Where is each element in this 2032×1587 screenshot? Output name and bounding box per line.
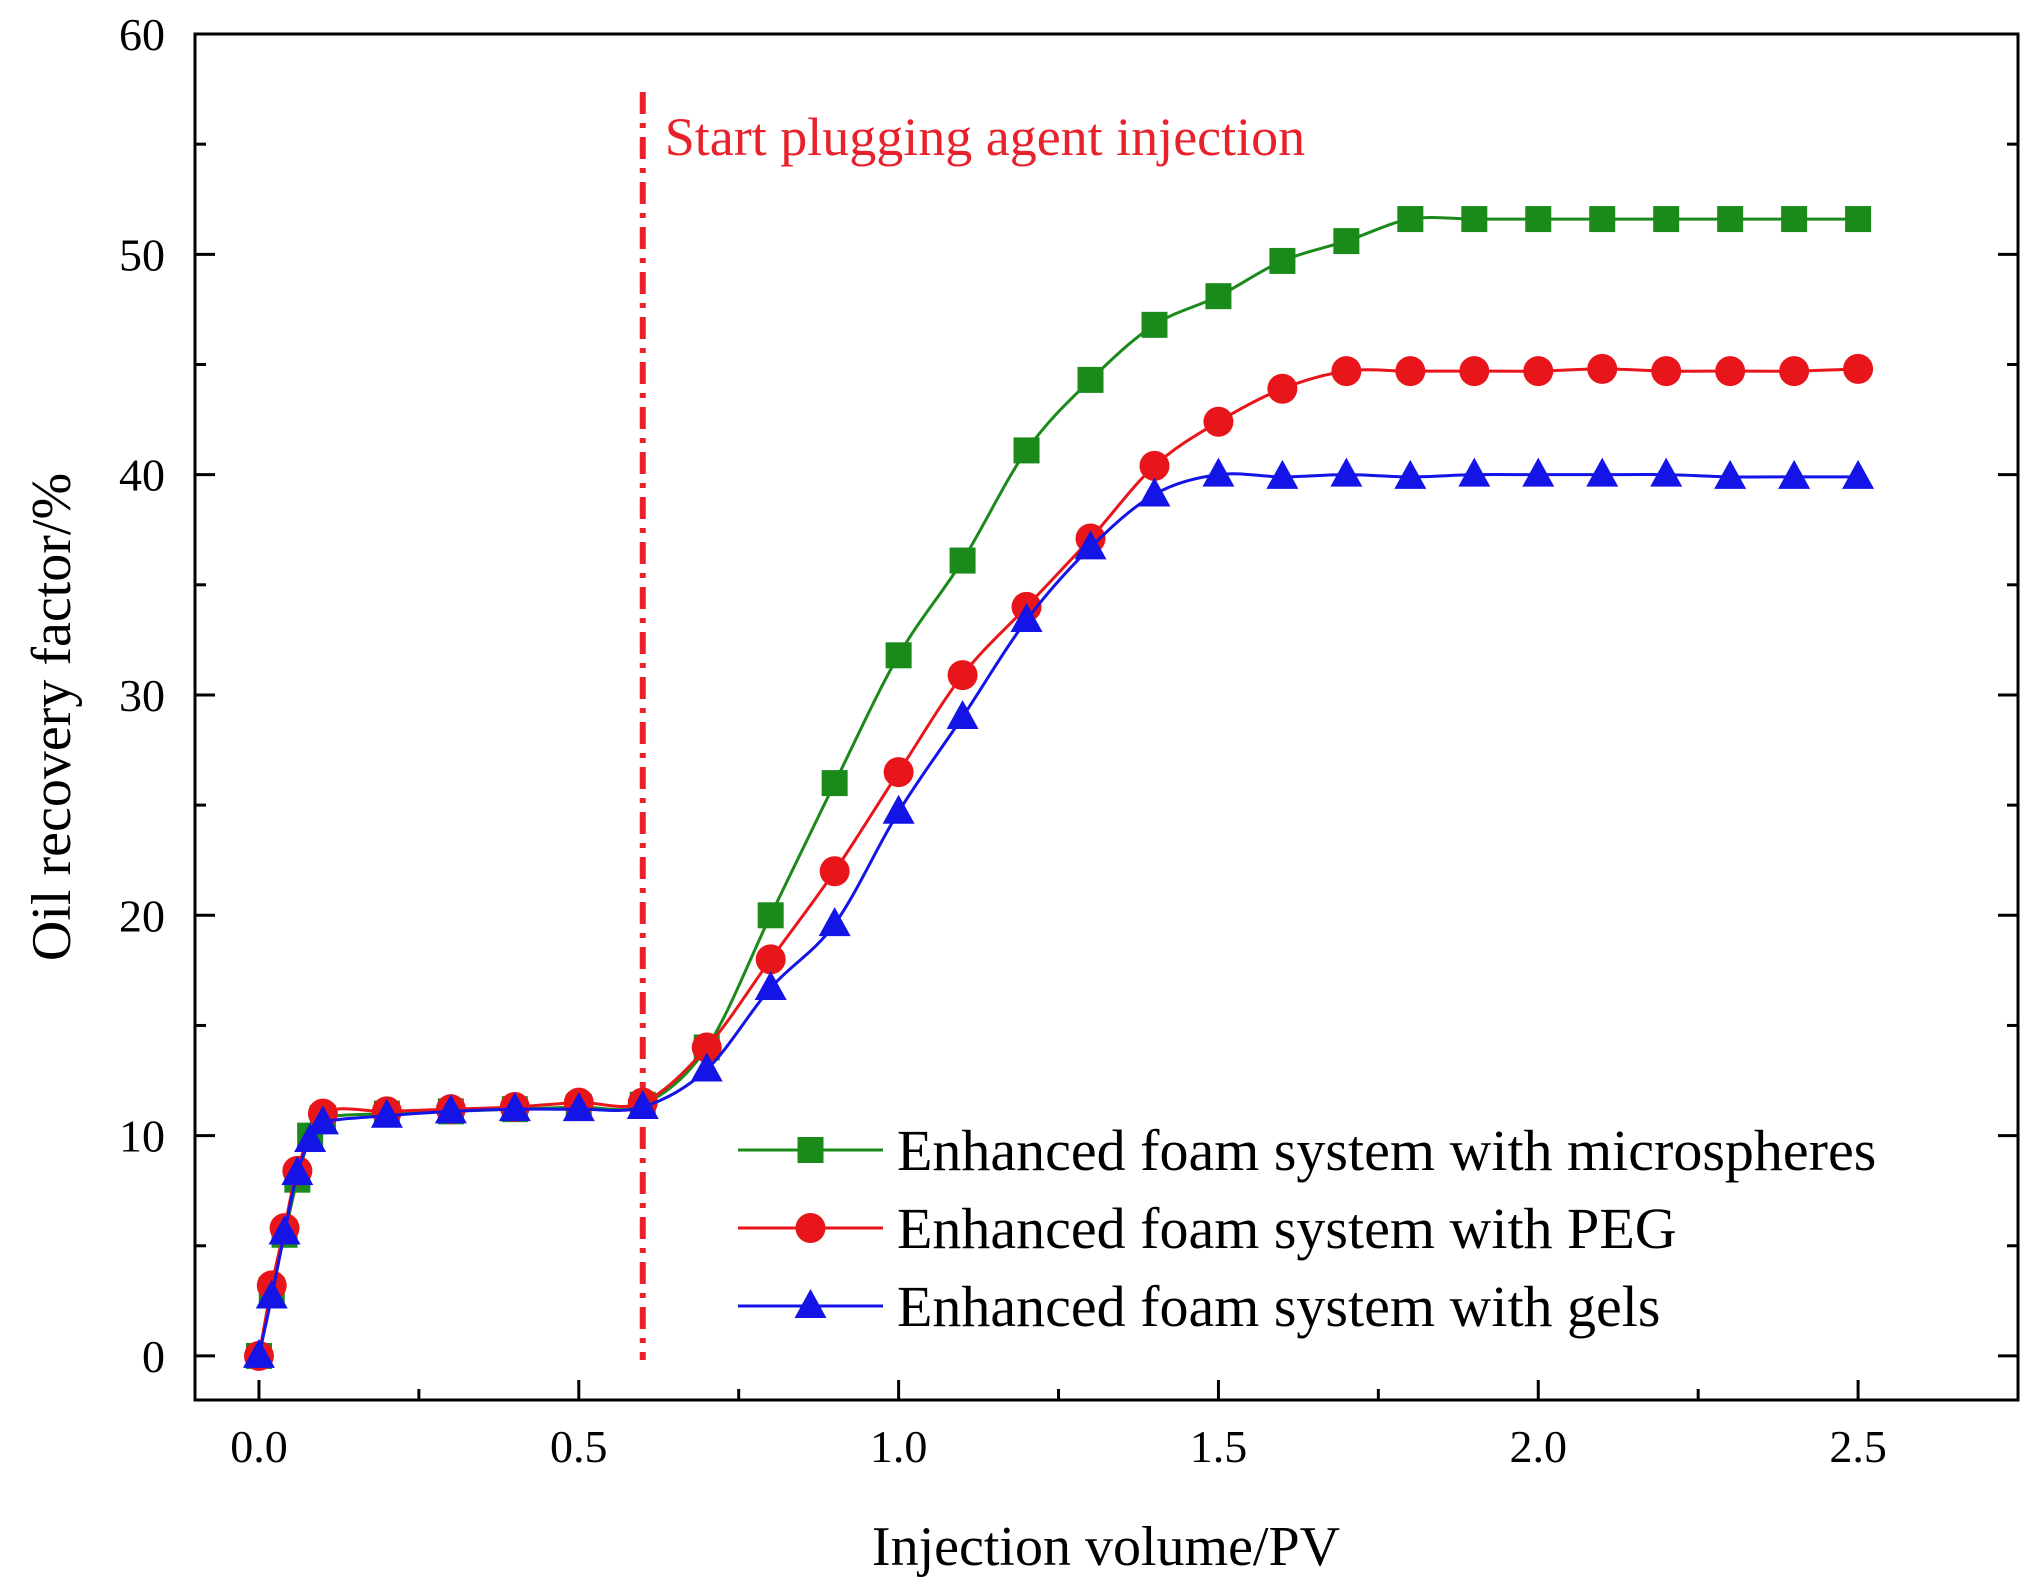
data-point: [1202, 457, 1235, 487]
data-point: [370, 1098, 403, 1128]
y-tick-labels: 0 10 20 30 40 50 60: [119, 9, 165, 1382]
data-point: [1523, 356, 1554, 387]
series-layer: [242, 206, 1875, 1371]
data-point: [1522, 457, 1555, 487]
data-point: [1459, 356, 1490, 387]
y-axis-title: Oil recovery factor/%: [21, 473, 83, 961]
data-point: [1077, 366, 1104, 393]
data-point: [882, 794, 915, 824]
data-point: [281, 1156, 314, 1186]
data-point: [1074, 530, 1107, 560]
data-point: [1586, 457, 1619, 487]
data-point: [1843, 353, 1874, 384]
x-tick-label: 0.0: [230, 1421, 288, 1472]
legend-label: Enhanced foam system with PEG: [897, 1196, 1677, 1261]
data-point: [1845, 206, 1872, 233]
y-tick-label: 0: [142, 1331, 165, 1382]
data-point: [1010, 603, 1043, 633]
y-tick-label: 50: [119, 229, 165, 280]
legend-marker: [797, 1137, 824, 1163]
annotation-label: Start plugging agent injection: [665, 107, 1305, 167]
data-point: [754, 970, 787, 1000]
data-point: [1779, 356, 1810, 387]
x-tick-label: 1.0: [870, 1421, 928, 1472]
series-square: [245, 206, 1872, 1369]
data-point: [1395, 356, 1426, 387]
x-tick-label: 0.5: [550, 1421, 608, 1472]
data-point: [255, 1279, 288, 1309]
y-tick-label: 20: [119, 890, 165, 941]
legend-marker: [795, 1213, 826, 1243]
y-tick-label: 10: [119, 1111, 165, 1162]
data-point: [885, 642, 912, 669]
data-point: [947, 660, 978, 691]
data-point: [818, 907, 851, 937]
data-point: [1842, 459, 1875, 489]
data-point: [1267, 373, 1298, 404]
axis-ticks: [195, 32, 2018, 1400]
data-point: [626, 1089, 659, 1119]
data-point: [1266, 459, 1299, 489]
legend-marker: [794, 1289, 827, 1318]
data-point: [819, 856, 850, 887]
x-axis-title: Injection volume/PV: [872, 1516, 1340, 1578]
y-tick-label: 60: [119, 9, 165, 60]
x-tick-label: 2.5: [1829, 1421, 1887, 1472]
data-point: [757, 902, 784, 929]
data-point: [1333, 228, 1360, 255]
data-point: [1205, 283, 1232, 310]
x-tick-label: 1.5: [1190, 1421, 1248, 1472]
x-tick-labels: 0.0 0.5 1.0 1.5 2.0 2.5: [230, 1421, 1887, 1472]
data-point: [883, 757, 914, 788]
data-point: [1013, 437, 1040, 464]
data-point: [755, 944, 786, 975]
x-tick-label: 2.0: [1510, 1421, 1568, 1472]
data-point: [1778, 459, 1811, 489]
data-point: [1203, 406, 1234, 437]
data-point: [1715, 356, 1746, 387]
data-point: [1525, 206, 1552, 233]
data-point: [294, 1123, 327, 1153]
data-point: [1717, 206, 1744, 233]
data-point: [1461, 206, 1488, 233]
y-tick-label: 30: [119, 670, 165, 721]
data-point: [946, 700, 979, 729]
data-point: [498, 1092, 531, 1122]
legend-label: Enhanced foam system with microspheres: [897, 1118, 1876, 1183]
plot-frame: [193, 32, 2020, 1402]
data-point: [306, 1105, 339, 1135]
legend: Enhanced foam system with microspheres En…: [738, 1118, 1876, 1339]
data-point: [1269, 247, 1296, 274]
data-point: [1651, 356, 1682, 387]
data-point: [1781, 206, 1808, 233]
y-tick-label: 40: [119, 450, 165, 501]
data-point: [690, 1052, 723, 1082]
data-point: [1331, 356, 1362, 387]
data-point: [1589, 206, 1616, 233]
data-point: [1587, 353, 1618, 384]
data-point: [434, 1094, 467, 1124]
data-point: [562, 1092, 595, 1122]
legend-label: Enhanced foam system with gels: [897, 1274, 1661, 1339]
data-point: [1650, 457, 1683, 487]
data-point: [242, 1338, 275, 1368]
data-point: [821, 770, 848, 797]
data-point: [949, 547, 976, 574]
data-point: [1394, 459, 1427, 489]
series-line: [257, 215, 1859, 1357]
data-point: [268, 1215, 301, 1245]
data-point: [1139, 450, 1170, 481]
data-point: [1714, 459, 1747, 489]
data-point: [1458, 457, 1491, 487]
data-point: [1138, 477, 1171, 507]
data-point: [691, 1032, 722, 1063]
data-point: [1397, 206, 1424, 233]
series-triangle: [242, 457, 1875, 1368]
data-point: [1141, 311, 1168, 338]
data-point: [1653, 206, 1680, 233]
data-point: [1330, 457, 1363, 487]
